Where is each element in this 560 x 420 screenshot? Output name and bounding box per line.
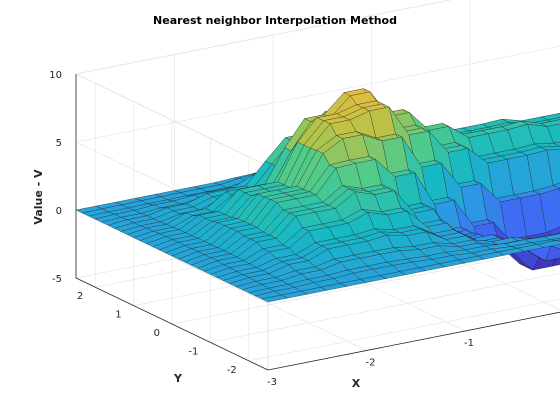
y-axis-label: Y xyxy=(173,372,183,385)
y-tick-label: -1 xyxy=(188,346,198,357)
z-tick-label: -5 xyxy=(52,274,62,285)
axis-line xyxy=(75,277,269,371)
z-tick-label: 5 xyxy=(56,138,62,149)
grid-line xyxy=(171,246,560,325)
y-tick-label: 0 xyxy=(154,328,160,339)
x-tick-label: -2 xyxy=(366,358,376,369)
grid-line xyxy=(248,298,560,362)
surface-face xyxy=(547,123,560,144)
z-tick-label: 0 xyxy=(56,206,62,217)
x-tick-label: -3 xyxy=(267,377,277,388)
y-tick-label: 1 xyxy=(115,310,121,321)
grid-line xyxy=(75,0,452,75)
surface-face xyxy=(556,239,560,242)
y-tick-label: 2 xyxy=(77,291,83,302)
z-axis-label: Value - V xyxy=(32,169,45,225)
surface-face xyxy=(543,233,560,241)
grid-line xyxy=(75,73,269,167)
surface-face xyxy=(546,149,560,186)
y-tick-label: -2 xyxy=(227,365,237,376)
x-axis-label: X xyxy=(352,377,361,390)
box-edge xyxy=(75,0,452,75)
grid-line xyxy=(210,272,560,343)
surface-face xyxy=(550,237,560,241)
axis-line xyxy=(267,311,560,371)
axis-lines xyxy=(75,74,560,371)
surface-face xyxy=(545,226,560,236)
z-tick-label: 10 xyxy=(49,70,62,81)
surface-mesh xyxy=(75,88,560,303)
chart-title: Nearest neighbor Interpolation Method xyxy=(153,14,397,27)
x-tick-label: -1 xyxy=(464,338,474,349)
surface-face xyxy=(553,141,560,147)
surface-face xyxy=(552,182,560,189)
grid-line xyxy=(75,45,560,143)
